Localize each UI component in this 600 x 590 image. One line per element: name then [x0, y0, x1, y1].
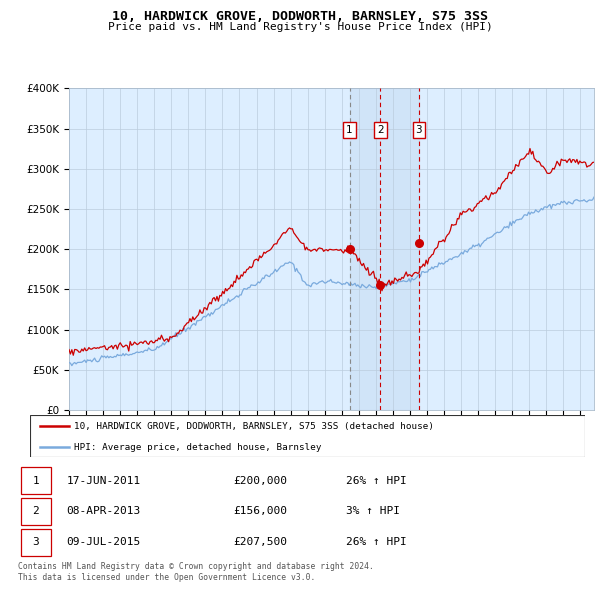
Text: Price paid vs. HM Land Registry's House Price Index (HPI): Price paid vs. HM Land Registry's House …	[107, 22, 493, 32]
Text: This data is licensed under the Open Government Licence v3.0.: This data is licensed under the Open Gov…	[18, 573, 316, 582]
Text: 08-APR-2013: 08-APR-2013	[67, 506, 141, 516]
Bar	[350, 88, 419, 410]
Text: £200,000: £200,000	[234, 476, 288, 486]
FancyBboxPatch shape	[20, 498, 50, 525]
FancyBboxPatch shape	[30, 415, 585, 457]
Text: 26% ↑ HPI: 26% ↑ HPI	[346, 537, 407, 547]
Text: 17-JUN-2011: 17-JUN-2011	[67, 476, 141, 486]
Text: 3: 3	[415, 125, 422, 135]
Text: 3% ↑ HPI: 3% ↑ HPI	[346, 506, 400, 516]
Text: 10, HARDWICK GROVE, DODWORTH, BARNSLEY, S75 3SS: 10, HARDWICK GROVE, DODWORTH, BARNSLEY, …	[112, 10, 488, 23]
FancyBboxPatch shape	[20, 529, 50, 556]
Text: 3: 3	[32, 537, 39, 547]
Text: £156,000: £156,000	[234, 506, 288, 516]
Text: 1: 1	[346, 125, 353, 135]
Text: 10, HARDWICK GROVE, DODWORTH, BARNSLEY, S75 3SS (detached house): 10, HARDWICK GROVE, DODWORTH, BARNSLEY, …	[74, 422, 434, 431]
Text: HPI: Average price, detached house, Barnsley: HPI: Average price, detached house, Barn…	[74, 442, 322, 451]
Text: 26% ↑ HPI: 26% ↑ HPI	[346, 476, 407, 486]
Text: Contains HM Land Registry data © Crown copyright and database right 2024.: Contains HM Land Registry data © Crown c…	[18, 562, 374, 571]
Text: 2: 2	[377, 125, 384, 135]
Text: 1: 1	[32, 476, 39, 486]
Text: 2: 2	[32, 506, 39, 516]
FancyBboxPatch shape	[20, 467, 50, 494]
Text: £207,500: £207,500	[234, 537, 288, 547]
Text: 09-JUL-2015: 09-JUL-2015	[67, 537, 141, 547]
